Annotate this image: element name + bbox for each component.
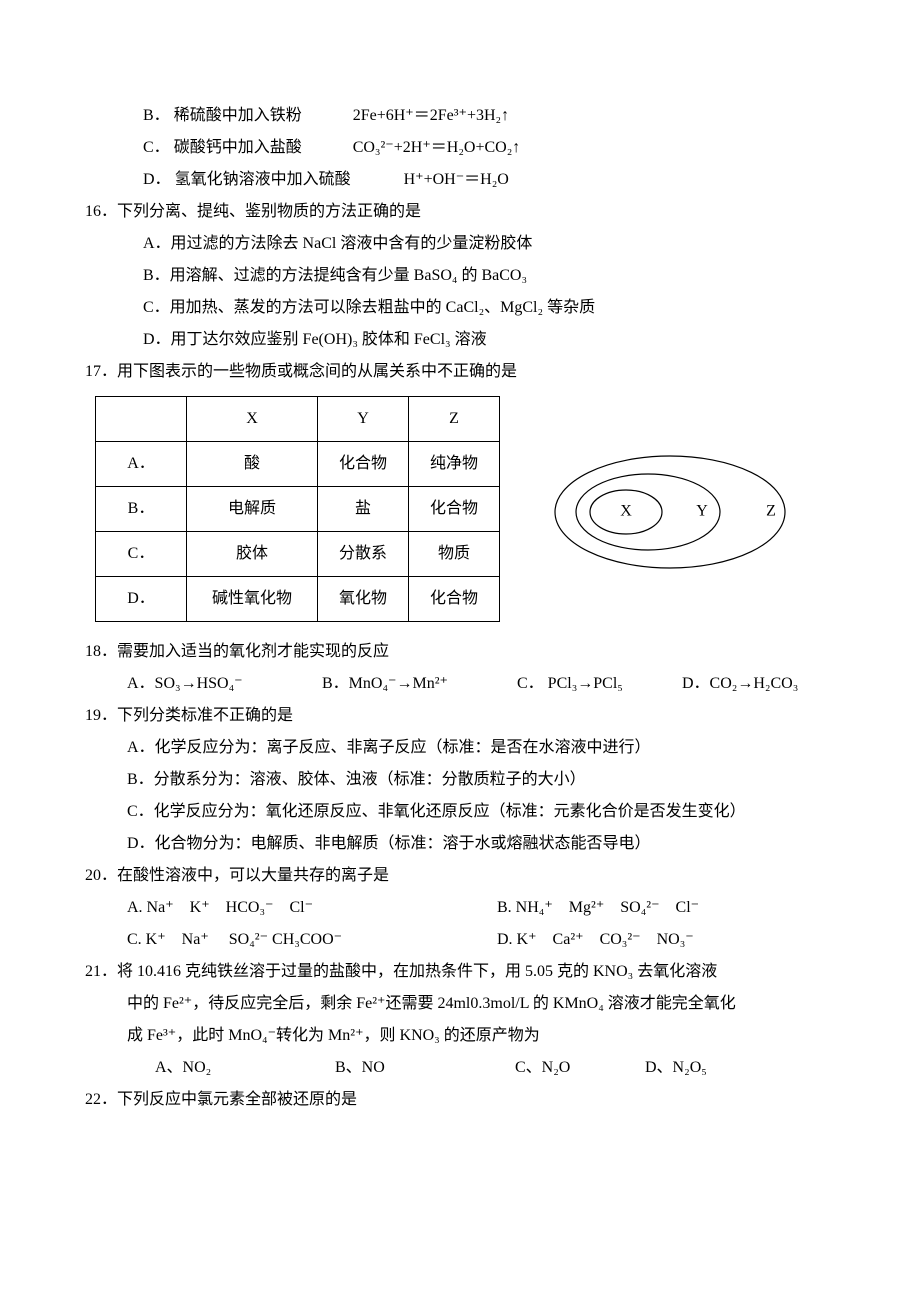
- q19-stem: 19．下列分类标准不正确的是: [85, 700, 835, 732]
- opt-label: D．: [143, 171, 171, 188]
- th-y: Y: [318, 397, 409, 442]
- opt-desc: 稀硫酸中加入铁粉: [174, 100, 349, 132]
- svg-text:Y: Y: [696, 503, 708, 520]
- table-row: D． 碱性氧化物 氧化物 化合物: [96, 577, 500, 622]
- q19-option-a: A．化学反应分为：离子反应、非离子反应（标准：是否在水溶液中进行）: [85, 732, 835, 764]
- cell: 纯净物: [409, 442, 500, 487]
- q22-stem: 22．下列反应中氯元素全部被还原的是: [85, 1084, 835, 1116]
- q16-option-d: D．用丁达尔效应鉴别 Fe(OH)₃ 胶体和 FeCl₃ 溶液: [85, 324, 835, 356]
- cell: B．: [96, 487, 187, 532]
- q21-option-d: D、N₂O₅: [645, 1052, 707, 1084]
- th-z: Z: [409, 397, 500, 442]
- table-row: C． 胶体 分散系 物质: [96, 532, 500, 577]
- cell: 碱性氧化物: [187, 577, 318, 622]
- q21-option-a: A、NO₂: [155, 1052, 335, 1084]
- th-x: X: [187, 397, 318, 442]
- q20-option-b: B. NH₄⁺ Mg²⁺ SO₄²⁻ Cl⁻: [497, 892, 699, 924]
- th-blank: [96, 397, 187, 442]
- cell: 酸: [187, 442, 318, 487]
- q21-line2: 中的 Fe²⁺，待反应完全后，剩余 Fe²⁺还需要 24ml0.3mol/L 的…: [85, 988, 835, 1020]
- cell: 化合物: [318, 442, 409, 487]
- q16-option-c: C．用加热、蒸发的方法可以除去粗盐中的 CaCl₂、MgCl₂ 等杂质: [85, 292, 835, 324]
- table-row: B． 电解质 盐 化合物: [96, 487, 500, 532]
- q19-option-c: C．化学反应分为：氧化还原反应、非氧化还原反应（标准：元素化合价是否发生变化）: [85, 796, 835, 828]
- q18-option-a: A．SO₃→HSO₄⁻: [127, 668, 322, 700]
- cell: 胶体: [187, 532, 318, 577]
- q18-stem: 18．需要加入适当的氧化剂才能实现的反应: [85, 636, 835, 668]
- cell: 物质: [409, 532, 500, 577]
- q21-line1: 21．将 10.416 克纯铁丝溶于过量的盐酸中，在加热条件下，用 5.05 克…: [85, 956, 835, 988]
- opt-desc: 氢氧化钠溶液中加入硫酸: [175, 164, 400, 196]
- q20-row1: A. Na⁺ K⁺ HCO₃⁻ Cl⁻ B. NH₄⁺ Mg²⁺ SO₄²⁻ C…: [85, 892, 835, 924]
- q19-option-b: B．分散系分为：溶液、胶体、浊液（标准：分散质粒子的大小）: [85, 764, 835, 796]
- q20-stem: 20．在酸性溶液中，可以大量共存的离子是: [85, 860, 835, 892]
- q18-options: A．SO₃→HSO₄⁻ B．MnO₄⁻→Mn²⁺ C． PCl₃→PCl₅ D．…: [85, 668, 835, 700]
- q20-option-a: A. Na⁺ K⁺ HCO₃⁻ Cl⁻: [127, 892, 497, 924]
- q17-stem: 17．用下图表示的一些物质或概念间的从属关系中不正确的是: [85, 356, 835, 388]
- q15-option-d: D． 氢氧化钠溶液中加入硫酸 H⁺+OH⁻＝H₂O: [85, 164, 835, 196]
- cell: 化合物: [409, 577, 500, 622]
- q20-row2: C. K⁺ Na⁺ SO₄²⁻ CH₃COO⁻ D. K⁺ Ca²⁺ CO₃²⁻…: [85, 924, 835, 956]
- cell: 电解质: [187, 487, 318, 532]
- q18-option-b: B．MnO₄⁻→Mn²⁺: [322, 668, 517, 700]
- q19-option-d: D．化合物分为：电解质、非电解质（标准：溶于水或熔融状态能否导电）: [85, 828, 835, 860]
- q15-option-b: B． 稀硫酸中加入铁粉 2Fe+6H⁺＝2Fe³⁺+3H₂↑: [85, 100, 835, 132]
- cell: C．: [96, 532, 187, 577]
- q16-option-a: A．用过滤的方法除去 NaCl 溶液中含有的少量淀粉胶体: [85, 228, 835, 260]
- q21-option-c: C、N₂O: [515, 1052, 645, 1084]
- q21-line3: 成 Fe³⁺，此时 MnO₄⁻转化为 Mn²⁺，则 KNO₃ 的还原产物为: [85, 1020, 835, 1052]
- opt-label: B．: [143, 107, 170, 124]
- q21-options: A、NO₂ B、NO C、N₂O D、N₂O₅: [85, 1052, 835, 1084]
- opt-label: C．: [143, 139, 170, 156]
- opt-eq: 2Fe+6H⁺＝2Fe³⁺+3H₂↑: [353, 107, 509, 124]
- q18-option-d: D．CO₂→H₂CO₃: [682, 668, 798, 700]
- cell: A．: [96, 442, 187, 487]
- q17-table: X Y Z A． 酸 化合物 纯净物 B． 电解质 盐 化合物 C． 胶体 分散…: [95, 396, 500, 622]
- cell: 分散系: [318, 532, 409, 577]
- q21-option-b: B、NO: [335, 1052, 515, 1084]
- q20-option-c: C. K⁺ Na⁺ SO₄²⁻ CH₃COO⁻: [127, 924, 497, 956]
- table-row: A． 酸 化合物 纯净物: [96, 442, 500, 487]
- q18-option-c: C． PCl₃→PCl₅: [517, 668, 682, 700]
- venn-diagram: X Y Z: [540, 442, 800, 582]
- cell: 氧化物: [318, 577, 409, 622]
- svg-text:Z: Z: [766, 503, 776, 520]
- cell: D．: [96, 577, 187, 622]
- opt-desc: 碳酸钙中加入盐酸: [174, 132, 349, 164]
- opt-eq: H⁺+OH⁻＝H₂O: [404, 171, 509, 188]
- cell: 盐: [318, 487, 409, 532]
- q16-option-b: B．用溶解、过滤的方法提纯含有少量 BaSO₄ 的 BaCO₃: [85, 260, 835, 292]
- svg-text:X: X: [620, 503, 632, 520]
- q20-option-d: D. K⁺ Ca²⁺ CO₃²⁻ NO₃⁻: [497, 924, 694, 956]
- q15-option-c: C． 碳酸钙中加入盐酸 CO₃²⁻+2H⁺＝H₂O+CO₂↑: [85, 132, 835, 164]
- q16-stem: 16．下列分离、提纯、鉴别物质的方法正确的是: [85, 196, 835, 228]
- opt-eq: CO₃²⁻+2H⁺＝H₂O+CO₂↑: [353, 139, 521, 156]
- table-row: X Y Z: [96, 397, 500, 442]
- cell: 化合物: [409, 487, 500, 532]
